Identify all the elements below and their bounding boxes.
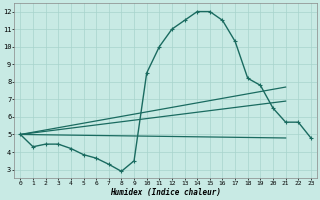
X-axis label: Humidex (Indice chaleur): Humidex (Indice chaleur)	[110, 188, 221, 197]
